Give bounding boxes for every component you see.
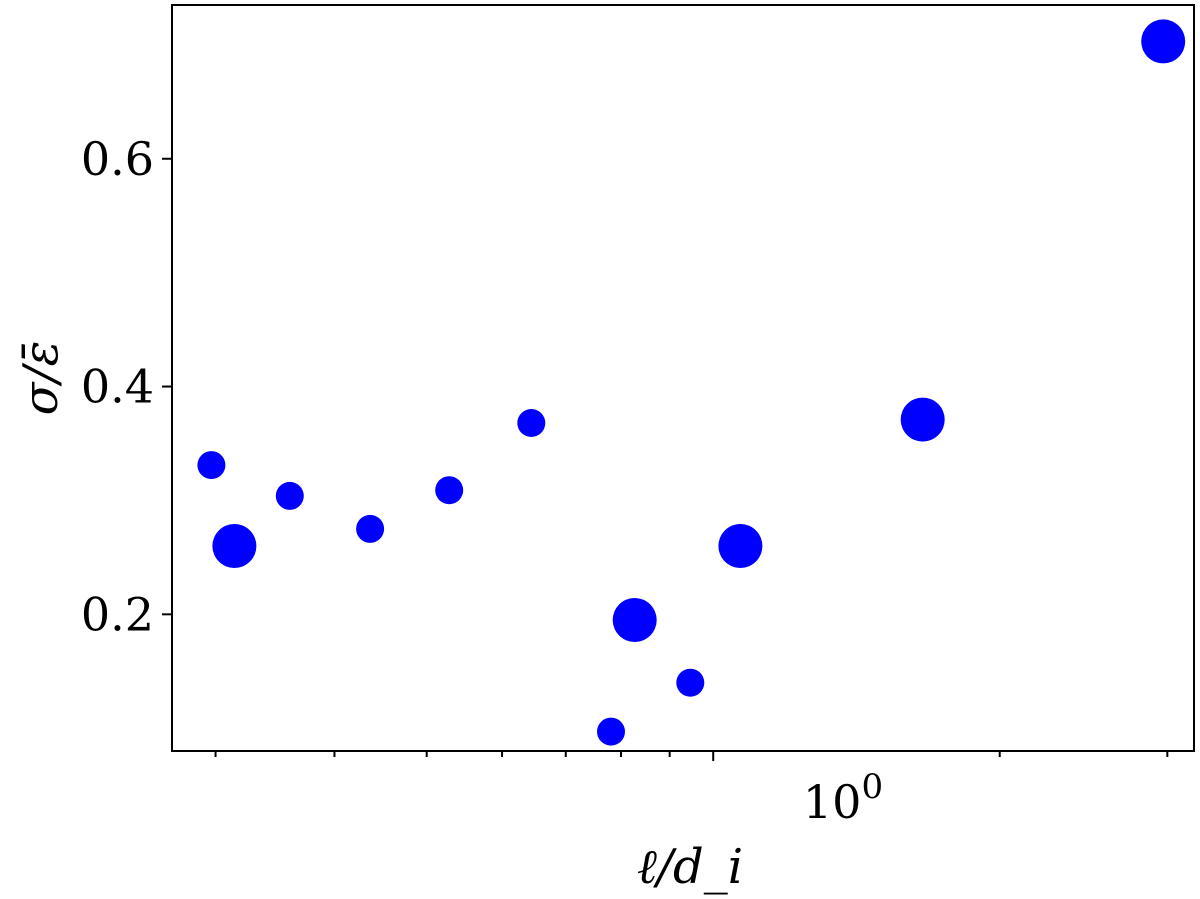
points-layer bbox=[197, 19, 1186, 746]
y-tick-label-1: 0.2 bbox=[81, 587, 154, 641]
y-tick-label-3: 0.6 bbox=[81, 132, 154, 186]
x-tick-label-1: 100 bbox=[803, 767, 883, 829]
ticks-layer: 0.2 0.4 0.6 bbox=[81, 132, 1169, 761]
y-tick-label-2: 0.4 bbox=[81, 360, 154, 414]
data-point-7 bbox=[597, 717, 625, 746]
data-point-6 bbox=[517, 409, 546, 437]
data-point-9 bbox=[676, 668, 705, 697]
data-point-12 bbox=[1141, 19, 1186, 64]
plot-frame bbox=[171, 4, 1195, 752]
data-point-1 bbox=[197, 451, 226, 480]
data-point-11 bbox=[900, 397, 945, 442]
x-axis-label: ℓ/d_i bbox=[637, 839, 743, 895]
data-point-2 bbox=[212, 524, 257, 568]
y-axis-label: σ/ε̄ bbox=[13, 341, 69, 416]
data-point-5 bbox=[435, 476, 464, 505]
data-point-3 bbox=[275, 481, 304, 510]
data-point-4 bbox=[356, 514, 385, 543]
data-point-8 bbox=[612, 598, 657, 642]
data-point-10 bbox=[718, 524, 763, 568]
